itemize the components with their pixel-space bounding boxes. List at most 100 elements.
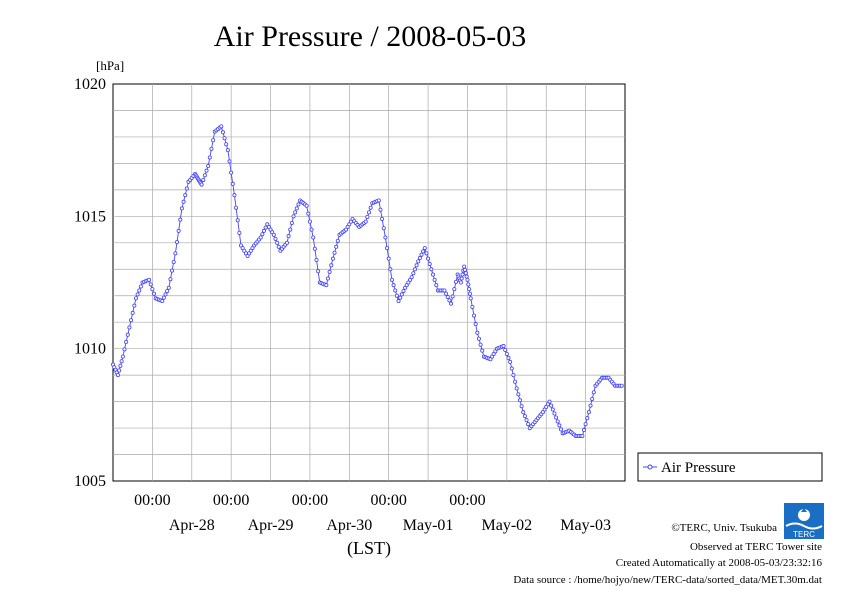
terc-logo-icon: TERC bbox=[784, 503, 824, 539]
x-tick-date-label: May-02 bbox=[482, 517, 533, 534]
data-point bbox=[447, 298, 452, 303]
data-point bbox=[137, 288, 142, 293]
data-point bbox=[429, 267, 434, 272]
data-point bbox=[424, 251, 429, 256]
data-point bbox=[225, 148, 230, 153]
data-point bbox=[291, 214, 296, 219]
data-point bbox=[557, 423, 562, 428]
data-point bbox=[590, 396, 595, 401]
data-point bbox=[511, 373, 516, 378]
data-point bbox=[316, 269, 321, 274]
data-point bbox=[506, 355, 511, 360]
data-point bbox=[178, 217, 183, 222]
data-point bbox=[432, 277, 437, 282]
data-point bbox=[467, 287, 472, 292]
data-point bbox=[260, 232, 265, 237]
data-point bbox=[329, 263, 334, 268]
data-point bbox=[473, 322, 478, 327]
data-point bbox=[559, 427, 564, 432]
data-point bbox=[152, 291, 157, 296]
data-point bbox=[209, 146, 214, 151]
data-point bbox=[314, 258, 319, 263]
data-point bbox=[258, 235, 263, 240]
data-point bbox=[388, 267, 393, 272]
data-point bbox=[276, 244, 281, 249]
series-line bbox=[112, 125, 622, 437]
data-point bbox=[409, 275, 414, 280]
data-point bbox=[204, 168, 209, 173]
data-point bbox=[161, 295, 166, 300]
data-point bbox=[286, 234, 291, 239]
data-point bbox=[401, 289, 406, 294]
data-point bbox=[554, 415, 559, 420]
credit-copyright: ©TERC, Univ. Tsukuba bbox=[671, 522, 777, 534]
x-tick-date-label: Apr-28 bbox=[169, 517, 215, 534]
data-point bbox=[453, 279, 458, 284]
x-tick-date-label: May-01 bbox=[403, 517, 454, 534]
logo-text: TERC bbox=[793, 530, 815, 539]
data-point bbox=[580, 434, 585, 439]
data-point bbox=[472, 313, 477, 318]
data-point bbox=[219, 124, 224, 129]
plot-area-frame bbox=[112, 83, 626, 482]
data-point bbox=[476, 336, 481, 341]
data-point bbox=[237, 230, 242, 235]
data-point bbox=[412, 267, 417, 272]
data-point bbox=[555, 419, 560, 424]
data-point bbox=[307, 219, 312, 224]
data-point bbox=[294, 206, 299, 211]
data-point bbox=[334, 244, 339, 249]
data-point bbox=[125, 332, 130, 337]
data-point bbox=[366, 210, 371, 215]
data-point bbox=[368, 205, 373, 210]
credit-observed: Observed at TERC Tower site bbox=[690, 541, 822, 553]
data-point bbox=[389, 277, 394, 282]
data-point bbox=[304, 203, 309, 208]
data-point bbox=[327, 269, 332, 274]
data-point bbox=[288, 227, 293, 232]
data-point bbox=[519, 404, 524, 409]
data-point bbox=[306, 211, 311, 216]
data-point bbox=[427, 261, 432, 266]
legend-box bbox=[637, 452, 823, 482]
data-point bbox=[378, 207, 383, 212]
data-point bbox=[381, 226, 386, 231]
x-tick-date-label: Apr-30 bbox=[326, 517, 372, 534]
data-point bbox=[464, 274, 469, 279]
data-point bbox=[170, 268, 175, 273]
data-point bbox=[459, 276, 464, 281]
data-point bbox=[383, 235, 388, 240]
data-point bbox=[117, 368, 122, 373]
data-point bbox=[207, 155, 212, 160]
data-point bbox=[466, 282, 471, 287]
data-point bbox=[235, 218, 240, 223]
data-point bbox=[273, 236, 278, 241]
data-point bbox=[414, 263, 419, 268]
data-point bbox=[458, 280, 463, 285]
data-point bbox=[176, 228, 181, 233]
data-point bbox=[465, 277, 470, 282]
data-point bbox=[452, 287, 457, 292]
data-point bbox=[234, 205, 239, 210]
data-point bbox=[230, 181, 235, 186]
data-point bbox=[133, 296, 138, 301]
data-point bbox=[115, 373, 120, 378]
x-tick-date-label: May-03 bbox=[560, 517, 611, 534]
data-point bbox=[478, 342, 483, 347]
data-point bbox=[504, 351, 509, 356]
x-tick-time-label: 00:00 bbox=[292, 492, 328, 509]
data-point bbox=[150, 287, 155, 292]
data-point bbox=[396, 299, 401, 304]
data-point bbox=[521, 410, 526, 415]
y-axis-unit-label: [hPa] bbox=[96, 58, 124, 73]
data-point bbox=[168, 277, 173, 282]
data-point bbox=[127, 325, 132, 330]
data-point bbox=[422, 246, 427, 251]
data-point bbox=[330, 256, 335, 261]
y-tick-label: 1010 bbox=[74, 341, 106, 358]
data-point bbox=[508, 359, 513, 364]
data-point bbox=[120, 354, 125, 359]
data-point bbox=[284, 240, 289, 245]
data-point bbox=[394, 293, 399, 298]
